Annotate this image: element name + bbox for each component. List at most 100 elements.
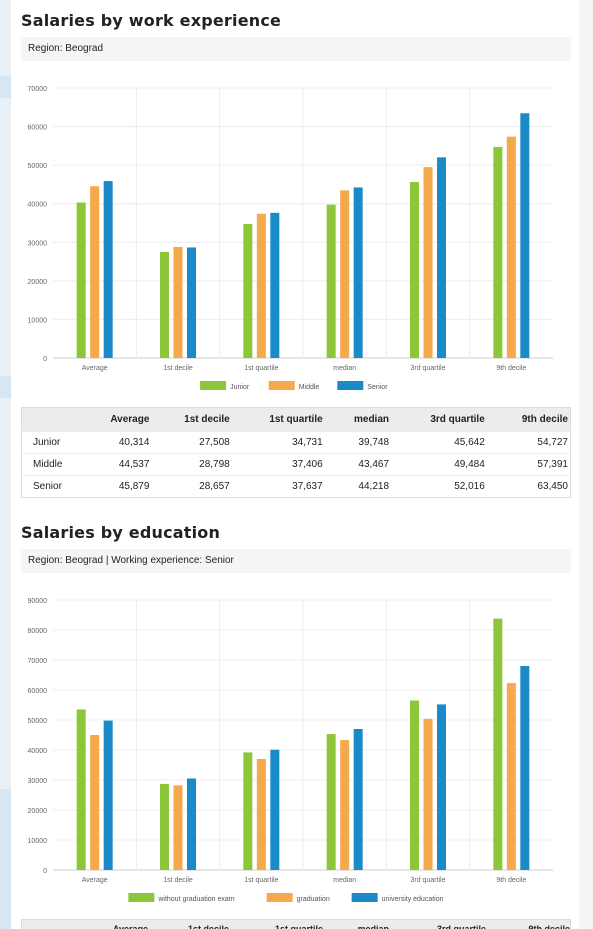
bar (437, 704, 446, 870)
education-table-header-partial: Average 1st decile 1st quartile median 3rd q… (21, 919, 571, 929)
table-cell: 37,637 (231, 475, 325, 498)
bar (520, 666, 530, 870)
bar (340, 190, 350, 358)
bar (270, 749, 280, 870)
experience-bar-chart: 0 10000 20000 30000 40000 50000 60000 70000 Aver… (28, 86, 553, 391)
x-tick-label: 1st decile (163, 365, 193, 372)
bar (256, 759, 266, 870)
legend-swatch (200, 381, 227, 390)
legend-label: without graduation exam (157, 896, 234, 903)
row-label: Middle (21, 453, 89, 476)
table-header-cell: 1st quartile (274, 924, 323, 929)
table-header-cell (21, 407, 89, 432)
table-row: Senior 45,879 28,657 37,637 44,218 52,01… (21, 475, 571, 498)
bar (353, 187, 363, 358)
table-header-cell: median (324, 407, 392, 432)
education-bar-chart: 0 10000 20000 30000 40000 50000 60000 70000 8000… (28, 598, 553, 903)
y-tick-label: 0 (43, 868, 47, 875)
table-row: Middle 44,537 28,798 37,406 43,467 49,48… (21, 453, 571, 476)
bar (160, 251, 169, 358)
table-header-cell: 1st decile (151, 407, 232, 432)
table-cell: 52,016 (391, 475, 487, 498)
table-cell: 28,798 (151, 453, 232, 476)
table-cell: 37,406 (231, 453, 325, 476)
table-cell: 49,484 (391, 453, 487, 476)
table-cell: 40,314 (88, 431, 152, 454)
section-title-education: Salaries by education (21, 523, 221, 542)
x-tick-label: 1st quartile (244, 877, 278, 884)
y-tick-label: 50000 (28, 718, 48, 725)
legend-label: Senior (367, 384, 388, 391)
x-tick-label: 3rd quartile (410, 365, 445, 372)
table-header-cell: Average (88, 407, 152, 432)
y-tick-label: 40000 (28, 202, 48, 209)
x-tick-label: median (333, 877, 356, 884)
y-tick-label: 20000 (28, 808, 48, 815)
bar (340, 740, 350, 870)
y-tick-label: 50000 (28, 163, 48, 170)
bar (326, 734, 336, 870)
table-cell: 27,508 (151, 431, 232, 454)
table-cell: 43,467 (324, 453, 392, 476)
y-tick-label: 40000 (28, 748, 48, 755)
x-tick-label: Average (82, 877, 108, 884)
bar (243, 224, 253, 358)
table-cell: 28,657 (151, 475, 232, 498)
bar (173, 785, 183, 870)
bar (90, 735, 100, 870)
table-row: Junior 40,314 27,508 34,731 39,748 45,64… (21, 431, 571, 454)
table-header-cell: 9th decile (528, 924, 570, 929)
bar (256, 213, 266, 358)
y-tick-label: 70000 (28, 86, 48, 93)
y-tick-label: 30000 (28, 778, 48, 785)
table-header-cell: 1st quartile (231, 407, 325, 432)
bar (326, 204, 336, 358)
table-header-cell: Average (112, 924, 148, 929)
bar (520, 113, 530, 358)
x-tick-label: 1st decile (163, 877, 193, 884)
table-header-row: Average 1st decile 1st quartile median 3… (21, 407, 571, 432)
table-cell: 44,218 (324, 475, 392, 498)
legend-swatch (266, 893, 293, 902)
row-label: Junior (21, 431, 89, 454)
bar (493, 146, 503, 358)
y-tick-label: 90000 (28, 598, 48, 605)
bar (76, 709, 86, 870)
left-gutter-marker (0, 789, 11, 929)
bar (423, 167, 433, 358)
y-tick-label: 60000 (28, 688, 48, 695)
table-header-cell: 1st decile (187, 924, 229, 929)
row-label: Senior (21, 475, 89, 498)
bar (173, 246, 183, 358)
legend-label: graduation (297, 896, 330, 903)
legend-label: Junior (230, 384, 250, 391)
table-header-cell: 9th decile (486, 407, 571, 432)
legend-label: university education (382, 896, 444, 903)
experience-table: Average 1st decile 1st quartile median 3… (21, 407, 571, 498)
legend-swatch (351, 893, 378, 902)
y-tick-label: 20000 (28, 279, 48, 286)
table-cell: 63,450 (486, 475, 571, 498)
bar (243, 752, 253, 870)
right-gutter (579, 0, 593, 929)
bar (160, 783, 169, 870)
bar (506, 683, 516, 870)
bar (410, 700, 419, 870)
bar (437, 157, 446, 358)
bar (506, 136, 516, 358)
table-cell: 54,727 (486, 431, 571, 454)
bar (187, 247, 196, 358)
bar (103, 720, 113, 870)
left-gutter (0, 0, 11, 929)
x-tick-label: 9th decile (496, 365, 526, 372)
bar (76, 202, 86, 358)
legend-swatch (337, 381, 364, 390)
bar (423, 718, 433, 870)
table-cell: 34,731 (231, 431, 325, 454)
y-tick-label: 70000 (28, 658, 48, 665)
bar (353, 729, 363, 870)
y-tick-label: 10000 (28, 838, 48, 845)
legend-swatch (268, 381, 295, 390)
bar (103, 181, 113, 358)
left-gutter-marker (0, 376, 11, 398)
